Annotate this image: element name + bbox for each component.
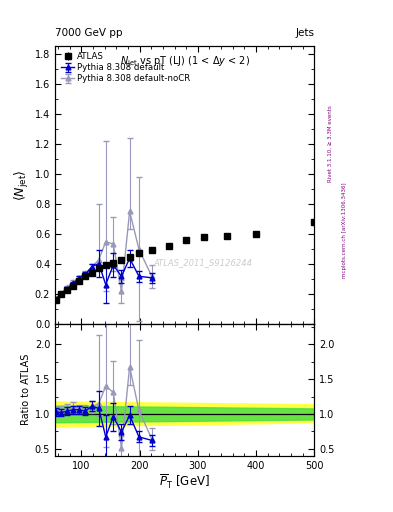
- Text: $N_\mathrm{jet}$ vs pT (LJ) (1 < $\Delta y$ < 2): $N_\mathrm{jet}$ vs pT (LJ) (1 < $\Delta…: [120, 54, 250, 69]
- X-axis label: $\overline{P}_\mathrm{T}$ [GeV]: $\overline{P}_\mathrm{T}$ [GeV]: [159, 473, 210, 492]
- Text: Jets: Jets: [296, 28, 314, 38]
- Text: Rivet 3.1.10, ≥ 3.3M events: Rivet 3.1.10, ≥ 3.3M events: [328, 105, 333, 182]
- Legend: ATLAS, Pythia 8.308 default, Pythia 8.308 default-noCR: ATLAS, Pythia 8.308 default, Pythia 8.30…: [59, 50, 193, 85]
- Text: ATLAS_2011_S9126244: ATLAS_2011_S9126244: [153, 258, 252, 267]
- Y-axis label: Ratio to ATLAS: Ratio to ATLAS: [20, 354, 31, 425]
- Text: mcplots.cern.ch [arXiv:1306.3436]: mcplots.cern.ch [arXiv:1306.3436]: [342, 183, 347, 278]
- Y-axis label: $\langle N_\mathrm{jet}\rangle$: $\langle N_\mathrm{jet}\rangle$: [13, 169, 31, 201]
- Text: 7000 GeV pp: 7000 GeV pp: [55, 28, 123, 38]
